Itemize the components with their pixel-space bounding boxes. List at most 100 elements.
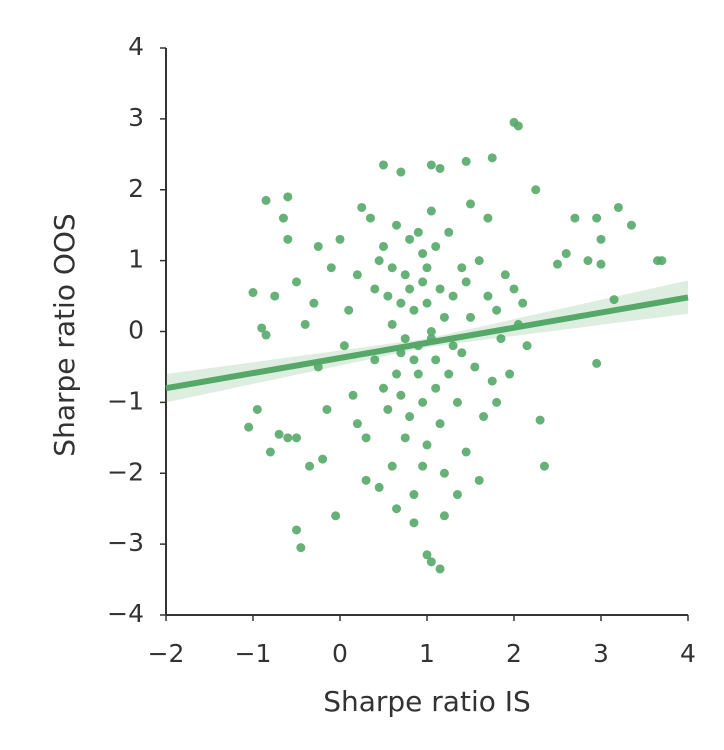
point bbox=[522, 341, 532, 351]
point bbox=[452, 397, 462, 407]
point bbox=[561, 249, 571, 259]
point bbox=[535, 415, 545, 425]
point bbox=[431, 355, 441, 365]
point bbox=[339, 341, 349, 351]
x-tick-label: 3 bbox=[593, 639, 609, 668]
point bbox=[431, 383, 441, 393]
point bbox=[435, 419, 445, 429]
point bbox=[296, 543, 306, 553]
point bbox=[370, 355, 380, 365]
point bbox=[448, 341, 458, 351]
point bbox=[274, 429, 284, 439]
point bbox=[483, 213, 493, 223]
x-tick-label: 2 bbox=[506, 639, 522, 668]
point bbox=[431, 241, 441, 251]
point bbox=[518, 298, 528, 308]
point bbox=[592, 358, 602, 368]
point bbox=[461, 277, 471, 287]
regression-line bbox=[165, 294, 689, 392]
point bbox=[361, 433, 371, 443]
point bbox=[405, 234, 415, 244]
y-tick-label: −4 bbox=[107, 599, 144, 628]
point bbox=[426, 327, 436, 336]
point bbox=[626, 220, 636, 230]
point bbox=[305, 461, 315, 471]
point bbox=[326, 263, 336, 273]
point bbox=[505, 369, 515, 379]
point bbox=[379, 241, 388, 251]
point bbox=[248, 288, 258, 298]
point bbox=[396, 390, 406, 400]
point bbox=[470, 362, 480, 372]
point bbox=[613, 202, 623, 212]
point bbox=[409, 355, 419, 365]
point bbox=[461, 156, 471, 166]
point bbox=[352, 419, 362, 429]
y-tick-label: 0 bbox=[128, 316, 144, 345]
point bbox=[344, 305, 354, 315]
x-tick-label: −1 bbox=[235, 639, 272, 668]
point bbox=[396, 167, 406, 177]
point bbox=[396, 298, 406, 308]
point bbox=[283, 234, 293, 244]
point bbox=[387, 461, 397, 471]
point bbox=[483, 291, 493, 301]
point bbox=[278, 213, 288, 223]
point bbox=[418, 461, 428, 471]
point bbox=[496, 334, 506, 344]
y-tick-label: 4 bbox=[128, 32, 144, 61]
point bbox=[448, 291, 458, 301]
point bbox=[383, 404, 393, 414]
point bbox=[474, 475, 484, 485]
x-tick-label: −2 bbox=[148, 639, 185, 668]
point bbox=[405, 412, 415, 422]
point bbox=[374, 482, 384, 492]
point bbox=[435, 564, 445, 574]
point bbox=[509, 284, 519, 294]
point bbox=[361, 475, 371, 485]
point bbox=[322, 404, 332, 414]
point bbox=[570, 213, 580, 223]
point bbox=[418, 397, 428, 407]
point bbox=[500, 270, 510, 280]
point bbox=[365, 213, 375, 223]
point bbox=[457, 263, 467, 273]
point bbox=[261, 195, 271, 205]
point bbox=[422, 440, 432, 450]
point bbox=[309, 298, 319, 308]
point bbox=[409, 518, 419, 528]
point bbox=[283, 192, 293, 202]
x-tick-label: 4 bbox=[680, 639, 696, 668]
point bbox=[426, 206, 436, 216]
point bbox=[553, 259, 562, 269]
y-tick-label: 2 bbox=[128, 174, 144, 203]
point bbox=[292, 277, 301, 287]
point bbox=[252, 404, 262, 414]
point bbox=[492, 397, 502, 407]
point bbox=[357, 202, 367, 212]
point bbox=[596, 259, 606, 269]
point bbox=[479, 412, 489, 422]
point bbox=[439, 312, 449, 322]
point bbox=[331, 511, 341, 521]
point bbox=[283, 433, 293, 443]
point bbox=[609, 295, 619, 305]
point bbox=[422, 263, 432, 273]
point bbox=[426, 557, 436, 567]
point bbox=[313, 241, 323, 251]
point bbox=[335, 234, 345, 244]
x-axis-label: Sharpe ratio IS bbox=[323, 685, 531, 718]
point bbox=[435, 163, 445, 173]
point bbox=[452, 490, 462, 500]
point bbox=[457, 348, 467, 358]
point bbox=[583, 256, 593, 266]
point bbox=[392, 504, 402, 514]
point bbox=[444, 369, 454, 379]
point bbox=[439, 511, 449, 521]
point bbox=[439, 468, 449, 478]
y-tick-label: −2 bbox=[107, 457, 144, 486]
point bbox=[383, 291, 393, 301]
y-tick-label: −1 bbox=[107, 386, 144, 415]
point bbox=[474, 256, 484, 266]
